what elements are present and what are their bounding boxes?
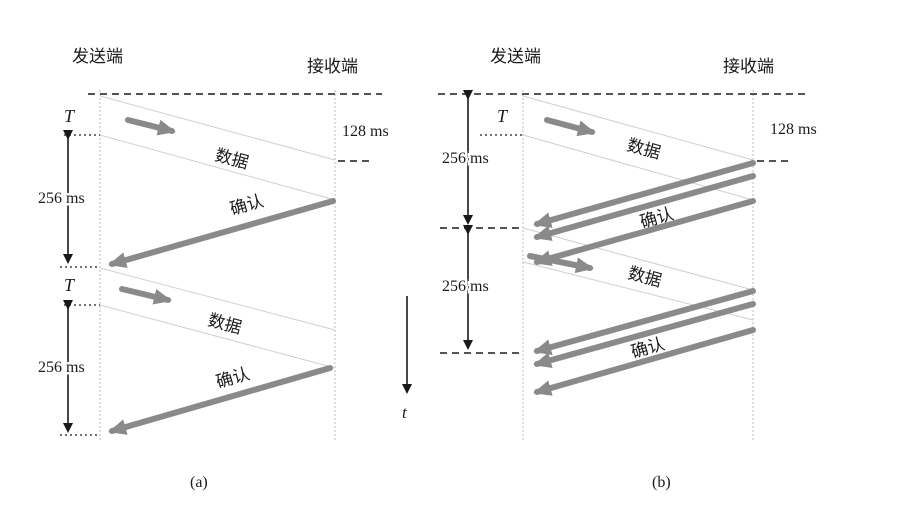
panel-a-T2-label: T	[64, 275, 76, 295]
panel-a-data-direction-arrow-2	[119, 286, 172, 305]
panel-a-ack2-label: 确认	[214, 364, 252, 393]
panel-a-ack-arrow-1	[108, 198, 336, 268]
time-axis-label: t	[402, 403, 408, 422]
panel-b-ack-arrow-2c	[533, 327, 756, 396]
panel-b: 发送端 接收端 T 128 ms 256 ms 256 ms	[438, 47, 817, 491]
panel-a: 发送端 接收端 T T 128 ms 256 ms 256 ms	[36, 47, 389, 491]
panel-b-caption: (b)	[652, 474, 671, 491]
panel-a-data-beam-1	[99, 95, 336, 201]
panel-a-data-beam-2	[99, 267, 336, 369]
panel-b-interval1-label: 256 ms	[442, 150, 489, 167]
panel-b-data2-label: 数据	[626, 264, 664, 292]
panel-b-T1-label: T	[497, 106, 509, 126]
panel-a-data-direction-arrow-1	[125, 117, 176, 136]
panel-b-data-beam-2	[522, 227, 754, 321]
panel-a-interval1-label: 256 ms	[38, 190, 85, 207]
panel-b-sender-label: 发送端	[490, 47, 541, 67]
panel-b-ack-arrow-1b	[533, 173, 756, 241]
panel-b-128ms-label: 128 ms	[770, 121, 817, 138]
panel-a-receiver-label: 接收端	[307, 57, 358, 77]
panel-a-ack1-label: 确认	[228, 191, 266, 220]
panel-b-data-direction-arrow-1	[544, 117, 596, 137]
panel-b-data1-label: 数据	[625, 136, 663, 164]
panel-b-ack-arrow-2a	[533, 288, 756, 355]
panel-a-caption: (a)	[190, 474, 208, 491]
panel-b-ack-arrow-2b	[533, 301, 756, 368]
panel-a-128ms-label: 128 ms	[342, 123, 389, 140]
panel-a-sender-label: 发送端	[72, 47, 123, 67]
panel-b-interval2-label: 256 ms	[442, 278, 489, 295]
panel-b-ack-arrow-1a	[533, 160, 756, 228]
panel-a-T1-label: T	[64, 106, 76, 126]
panel-a-ack-arrow-2	[108, 365, 333, 435]
time-axis: t	[402, 296, 412, 422]
panel-a-data1-label: 数据	[213, 146, 251, 174]
panel-a-interval2-label: 256 ms	[38, 359, 85, 376]
panel-b-receiver-label: 接收端	[723, 57, 774, 77]
panel-b-ack-arrow-1c	[533, 198, 756, 266]
